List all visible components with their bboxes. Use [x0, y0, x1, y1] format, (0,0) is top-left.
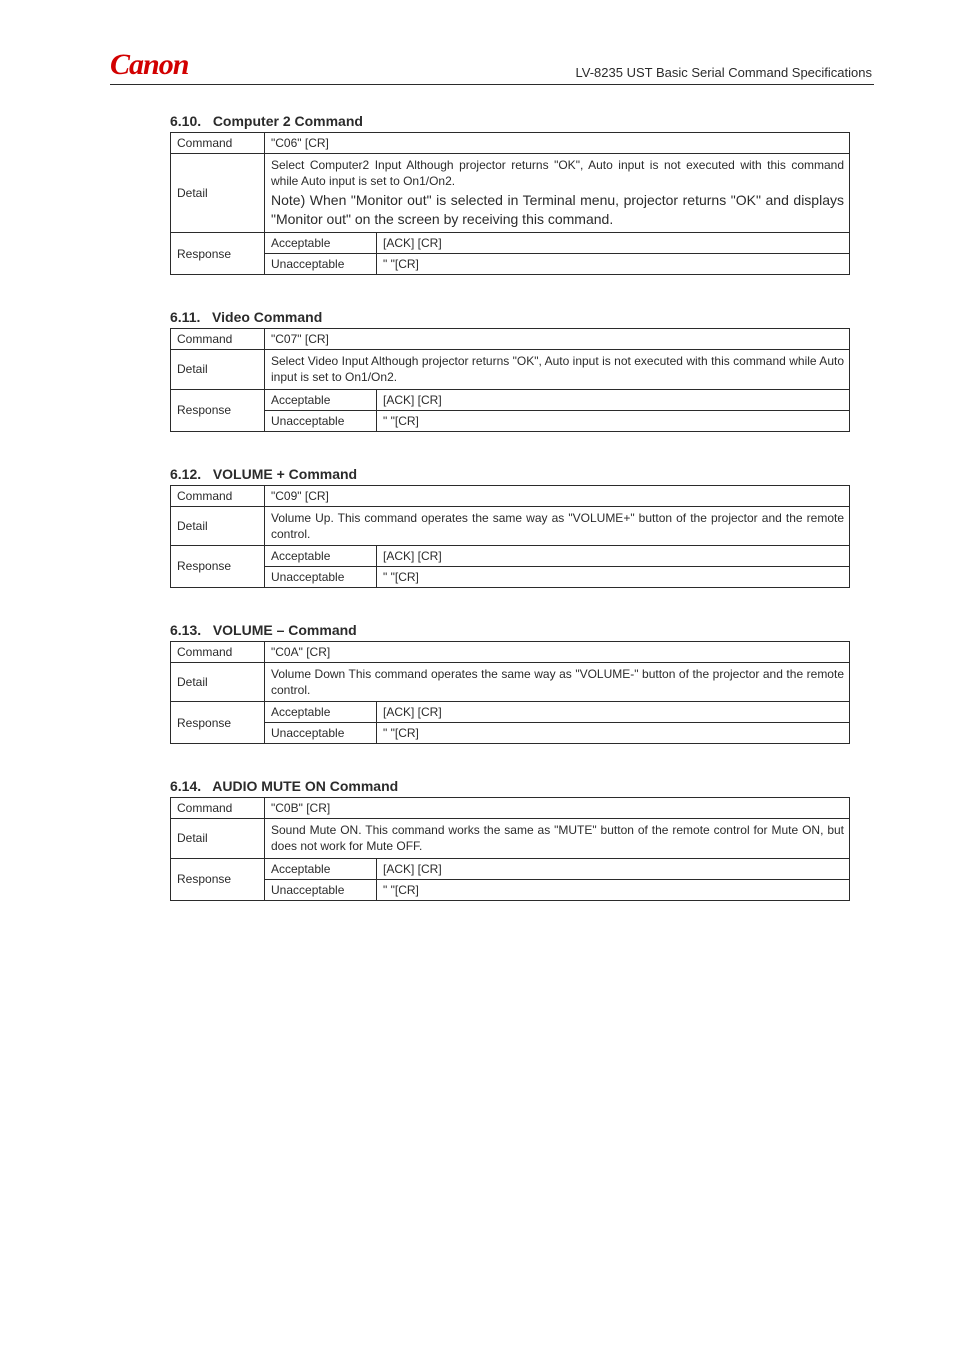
- document-title: LV-8235 UST Basic Serial Command Specifi…: [576, 65, 875, 82]
- command-value: "C0B" [CR]: [265, 798, 850, 819]
- table-row: Unacceptable " "[CR]: [171, 566, 850, 587]
- label-acceptable: Acceptable: [265, 545, 377, 566]
- label-detail: Detail: [171, 506, 265, 545]
- label-unacceptable: Unacceptable: [265, 723, 377, 744]
- section-title: VOLUME + Command: [213, 466, 357, 482]
- label-acceptable: Acceptable: [265, 233, 377, 254]
- table-row: Detail Volume Up. This command operates …: [171, 506, 850, 545]
- label-command: Command: [171, 641, 265, 662]
- detail-cell: Select Computer2 Input Although projecto…: [265, 154, 850, 233]
- label-unacceptable: Unacceptable: [265, 566, 377, 587]
- section-heading: 6.11. Video Command: [170, 309, 874, 325]
- section-number: 6.10.: [170, 113, 201, 129]
- detail-note: Note) When "Monitor out" is selected in …: [271, 191, 844, 229]
- page: Canon LV-8235 UST Basic Serial Command S…: [0, 0, 954, 995]
- label-unacceptable: Unacceptable: [265, 410, 377, 431]
- section-heading: 6.12. VOLUME + Command: [170, 466, 874, 482]
- response-unacceptable: " "[CR]: [377, 879, 850, 900]
- section-computer2-command: 6.10. Computer 2 Command Command "C06" […: [170, 113, 874, 275]
- command-table: Command "C09" [CR] Detail Volume Up. Thi…: [170, 485, 850, 588]
- command-table: Command "C06" [CR] Detail Select Compute…: [170, 132, 850, 275]
- label-acceptable: Acceptable: [265, 389, 377, 410]
- table-row: Command "C06" [CR]: [171, 133, 850, 154]
- canon-logo: Canon: [110, 48, 188, 82]
- label-detail: Detail: [171, 819, 265, 858]
- section-volume-minus-command: 6.13. VOLUME – Command Command "C0A" [CR…: [170, 622, 874, 744]
- section-heading: 6.14. AUDIO MUTE ON Command: [170, 778, 874, 794]
- table-row: Detail Sound Mute ON. This command works…: [171, 819, 850, 858]
- section-volume-plus-command: 6.12. VOLUME + Command Command "C09" [CR…: [170, 466, 874, 588]
- label-command: Command: [171, 133, 265, 154]
- response-acceptable: [ACK] [CR]: [377, 389, 850, 410]
- detail-text: Volume Up. This command operates the sam…: [265, 506, 850, 545]
- table-row: Detail Select Computer2 Input Although p…: [171, 154, 850, 233]
- section-title: Computer 2 Command: [213, 113, 363, 129]
- header-rule: [110, 84, 874, 85]
- label-detail: Detail: [171, 662, 265, 701]
- table-row: Unacceptable " "[CR]: [171, 879, 850, 900]
- label-detail: Detail: [171, 154, 265, 233]
- table-row: Command "C0B" [CR]: [171, 798, 850, 819]
- table-row: Response Acceptable [ACK] [CR]: [171, 702, 850, 723]
- label-detail: Detail: [171, 350, 265, 389]
- label-command: Command: [171, 329, 265, 350]
- table-row: Unacceptable " "[CR]: [171, 254, 850, 275]
- label-response: Response: [171, 702, 265, 744]
- detail-text: Sound Mute ON. This command works the sa…: [265, 819, 850, 858]
- label-response: Response: [171, 389, 265, 431]
- label-acceptable: Acceptable: [265, 858, 377, 879]
- label-response: Response: [171, 233, 265, 275]
- response-unacceptable: " "[CR]: [377, 410, 850, 431]
- section-video-command: 6.11. Video Command Command "C07" [CR] D…: [170, 309, 874, 431]
- section-audio-mute-on-command: 6.14. AUDIO MUTE ON Command Command "C0B…: [170, 778, 874, 900]
- label-unacceptable: Unacceptable: [265, 879, 377, 900]
- page-header: Canon LV-8235 UST Basic Serial Command S…: [110, 48, 874, 82]
- table-row: Unacceptable " "[CR]: [171, 723, 850, 744]
- section-title: VOLUME – Command: [213, 622, 357, 638]
- table-row: Command "C09" [CR]: [171, 485, 850, 506]
- table-row: Unacceptable " "[CR]: [171, 410, 850, 431]
- command-value: "C06" [CR]: [265, 133, 850, 154]
- command-table: Command "C0A" [CR] Detail Volume Down Th…: [170, 641, 850, 744]
- response-unacceptable: " "[CR]: [377, 566, 850, 587]
- detail-text: Select Computer2 Input Although projecto…: [271, 158, 844, 188]
- table-row: Command "C07" [CR]: [171, 329, 850, 350]
- label-command: Command: [171, 798, 265, 819]
- section-number: 6.14.: [170, 778, 201, 794]
- table-row: Command "C0A" [CR]: [171, 641, 850, 662]
- section-number: 6.13.: [170, 622, 201, 638]
- response-acceptable: [ACK] [CR]: [377, 702, 850, 723]
- command-value: "C07" [CR]: [265, 329, 850, 350]
- command-table: Command "C07" [CR] Detail Select Video I…: [170, 328, 850, 431]
- label-acceptable: Acceptable: [265, 702, 377, 723]
- label-response: Response: [171, 545, 265, 587]
- table-row: Response Acceptable [ACK] [CR]: [171, 858, 850, 879]
- table-row: Detail Volume Down This command operates…: [171, 662, 850, 701]
- command-value: "C09" [CR]: [265, 485, 850, 506]
- detail-text: Select Video Input Although projector re…: [265, 350, 850, 389]
- response-acceptable: [ACK] [CR]: [377, 858, 850, 879]
- section-heading: 6.10. Computer 2 Command: [170, 113, 874, 129]
- table-row: Response Acceptable [ACK] [CR]: [171, 233, 850, 254]
- response-unacceptable: " "[CR]: [377, 723, 850, 744]
- label-response: Response: [171, 858, 265, 900]
- section-number: 6.11.: [170, 309, 200, 325]
- detail-text: Volume Down This command operates the sa…: [265, 662, 850, 701]
- command-table: Command "C0B" [CR] Detail Sound Mute ON.…: [170, 797, 850, 900]
- response-acceptable: [ACK] [CR]: [377, 545, 850, 566]
- response-unacceptable: " "[CR]: [377, 254, 850, 275]
- command-value: "C0A" [CR]: [265, 641, 850, 662]
- table-row: Detail Select Video Input Although proje…: [171, 350, 850, 389]
- label-command: Command: [171, 485, 265, 506]
- section-heading: 6.13. VOLUME – Command: [170, 622, 874, 638]
- response-acceptable: [ACK] [CR]: [377, 233, 850, 254]
- label-unacceptable: Unacceptable: [265, 254, 377, 275]
- section-title: Video Command: [212, 309, 322, 325]
- section-title: AUDIO MUTE ON Command: [212, 778, 398, 794]
- table-row: Response Acceptable [ACK] [CR]: [171, 545, 850, 566]
- section-number: 6.12.: [170, 466, 201, 482]
- table-row: Response Acceptable [ACK] [CR]: [171, 389, 850, 410]
